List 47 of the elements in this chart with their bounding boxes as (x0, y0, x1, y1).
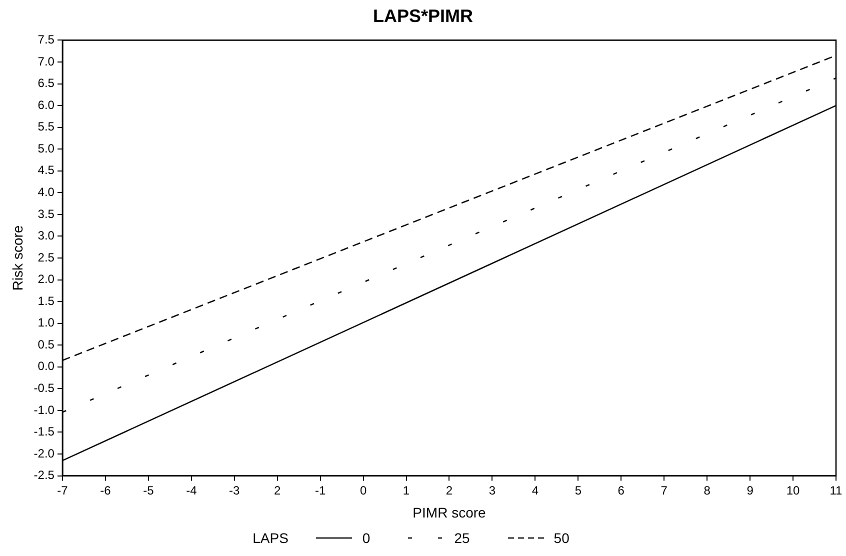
y-tick-label: 6.5 (38, 76, 55, 90)
x-tick-label: -6 (100, 483, 112, 498)
y-tick-label: 3.0 (38, 228, 55, 243)
y-tick-label: 0.0 (38, 359, 55, 374)
x-tick-label: 7 (660, 483, 668, 498)
x-tick-label: 11 (830, 483, 843, 498)
y-tick-label: 1.5 (38, 294, 55, 308)
y-tick-label: 4.0 (38, 184, 55, 199)
y-tick-label: 5.5 (38, 120, 55, 134)
legend-label: 0 (362, 530, 370, 546)
y-tick-label: -2.0 (34, 446, 55, 460)
x-tick-label: 5 (574, 483, 582, 498)
x-tick-label: 6 (618, 483, 625, 498)
x-tick-label: 4 (532, 483, 539, 498)
x-tick-label: 2 (274, 483, 281, 498)
x-tick-label: -1 (314, 483, 326, 498)
x-tick-label: 2 (446, 483, 453, 498)
x-tick-label: 1 (402, 483, 410, 498)
y-tick-label: 2.0 (38, 272, 55, 286)
y-tick-label: 0.5 (38, 337, 55, 352)
y-tick-label: 4.5 (38, 163, 55, 178)
x-tick-label: 10 (786, 483, 800, 498)
x-tick-label: 0 (360, 483, 367, 498)
y-tick-label: 1.0 (38, 316, 55, 330)
x-tick-label: -7 (57, 483, 68, 498)
y-tick-label: 6.0 (38, 98, 55, 112)
x-tick-label: -5 (143, 483, 154, 498)
chart-title: LAPS*PIMR (372, 6, 474, 27)
x-tick-label: -3 (229, 483, 240, 498)
x-axis-title: PIMR score (412, 504, 486, 520)
y-tick-label: 7.5 (38, 32, 55, 47)
legend-title: LAPS (252, 530, 288, 546)
y-tick-label: 3.5 (38, 206, 55, 221)
legend-label: 50 (554, 530, 570, 546)
x-tick-label: 9 (746, 483, 754, 498)
y-tick-label: 2.5 (38, 250, 55, 264)
x-tick-label: 3 (488, 483, 496, 498)
x-tick-label: 8 (704, 483, 711, 498)
y-tick-label: -0.5 (34, 380, 55, 395)
y-axis-title: Risk score (9, 225, 26, 291)
y-tick-label: -1.5 (34, 424, 55, 439)
y-tick-label: -2.5 (34, 468, 55, 482)
y-tick-label: 7.0 (38, 54, 55, 68)
y-tick-label: -1.0 (34, 402, 55, 417)
legend-label: 25 (454, 530, 470, 546)
y-tick-label: 5.0 (38, 141, 55, 156)
x-tick-label: -4 (186, 483, 198, 498)
